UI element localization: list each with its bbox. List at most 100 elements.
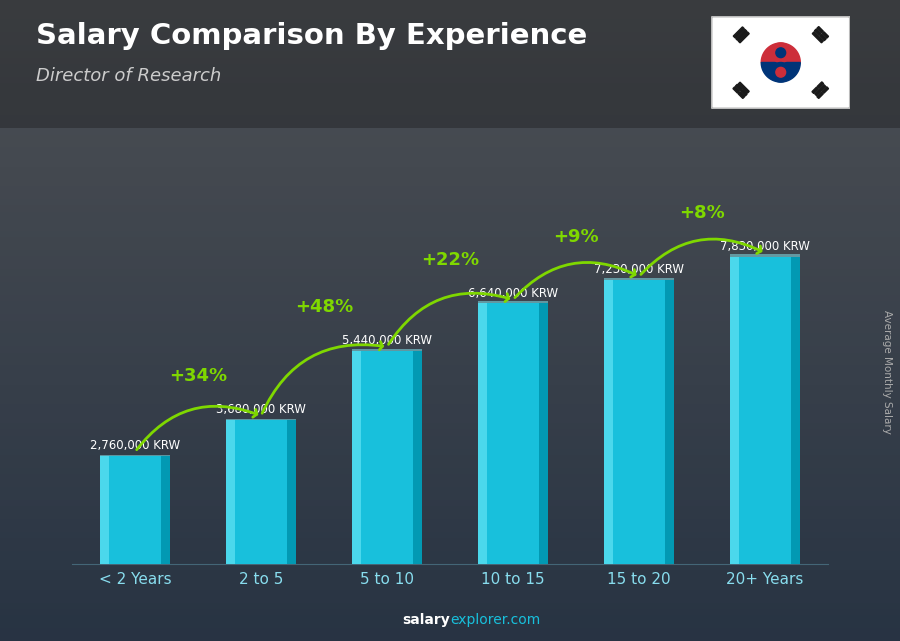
Bar	[0, 45, 900, 51]
Text: +48%: +48%	[295, 298, 353, 316]
Bar	[0, 404, 900, 410]
Bar	[0, 141, 900, 147]
Bar	[0, 231, 900, 237]
Bar	[0, 179, 900, 186]
Bar	[0, 436, 900, 442]
Bar	[0, 38, 900, 45]
Bar	[0, 410, 900, 417]
Bar	[0, 596, 900, 603]
Bar	[0, 147, 900, 154]
Bar	[0, 551, 900, 558]
Bar	[287, 420, 295, 564]
Polygon shape	[814, 29, 821, 35]
Bar	[0, 378, 900, 385]
Bar	[0, 462, 900, 468]
Polygon shape	[733, 87, 740, 93]
Text: +9%: +9%	[554, 228, 598, 246]
Bar	[101, 456, 169, 564]
Circle shape	[776, 67, 786, 77]
Bar	[0, 391, 900, 397]
Bar	[0, 628, 900, 635]
Polygon shape	[741, 90, 747, 96]
Bar	[0, 474, 900, 481]
Bar	[0, 558, 900, 564]
Bar	[0, 122, 900, 128]
Text: 3,680,000 KRW: 3,680,000 KRW	[216, 403, 306, 416]
Bar	[0, 564, 900, 570]
Polygon shape	[820, 34, 826, 40]
Polygon shape	[822, 32, 829, 38]
Bar	[730, 254, 799, 257]
Bar	[0, 609, 900, 615]
Bar	[0, 327, 900, 333]
Text: 7,230,000 KRW: 7,230,000 KRW	[594, 263, 684, 276]
Bar	[0, 455, 900, 462]
Bar	[161, 456, 169, 564]
Bar	[604, 280, 673, 564]
Polygon shape	[738, 92, 744, 99]
Bar	[604, 278, 673, 280]
Bar	[0, 346, 900, 353]
Text: 2,760,000 KRW: 2,760,000 KRW	[90, 439, 180, 452]
Polygon shape	[735, 29, 747, 40]
Text: Average Monthly Salary: Average Monthly Salary	[881, 310, 892, 434]
Bar	[0, 58, 900, 64]
Text: +22%: +22%	[421, 251, 479, 269]
Bar	[0, 32, 900, 38]
Polygon shape	[813, 32, 824, 43]
Bar	[0, 365, 900, 372]
Bar	[0, 77, 900, 83]
Bar	[0, 417, 900, 423]
Polygon shape	[817, 92, 824, 99]
Text: salary: salary	[402, 613, 450, 627]
Bar	[0, 423, 900, 429]
Bar	[0, 333, 900, 340]
Bar	[0, 359, 900, 365]
Bar	[604, 280, 613, 564]
Bar	[0, 269, 900, 276]
Text: Director of Research: Director of Research	[36, 67, 221, 85]
Bar	[226, 420, 235, 564]
Bar	[0, 71, 900, 77]
Bar	[0, 397, 900, 404]
Bar	[0, 449, 900, 455]
Bar	[0, 83, 900, 90]
Bar	[478, 301, 547, 303]
Bar	[791, 257, 799, 564]
Text: 6,640,000 KRW: 6,640,000 KRW	[468, 287, 558, 299]
Bar	[0, 590, 900, 596]
Bar	[0, 256, 900, 263]
Bar	[478, 303, 487, 564]
Bar	[0, 199, 900, 205]
Bar	[0, 96, 900, 103]
Bar	[0, 135, 900, 141]
Bar	[0, 244, 900, 250]
Bar	[0, 372, 900, 378]
Bar	[0, 494, 900, 500]
Bar	[0, 526, 900, 532]
Text: +34%: +34%	[169, 367, 227, 385]
Bar	[0, 622, 900, 628]
Bar	[0, 308, 900, 314]
Polygon shape	[822, 87, 829, 93]
Bar	[0, 301, 900, 308]
Polygon shape	[734, 27, 744, 38]
Bar	[0, 314, 900, 320]
Bar	[0, 115, 900, 122]
Text: 5,440,000 KRW: 5,440,000 KRW	[342, 334, 432, 347]
Bar	[101, 456, 109, 564]
Bar	[0, 26, 900, 32]
Bar	[665, 280, 673, 564]
Bar	[413, 351, 421, 564]
Bar	[0, 519, 900, 526]
Bar	[0, 90, 900, 96]
Bar	[0, 13, 900, 19]
Bar	[0, 173, 900, 179]
Bar	[0, 64, 900, 71]
Polygon shape	[761, 62, 800, 82]
Bar	[0, 51, 900, 58]
Bar	[0, 583, 900, 590]
Bar	[0, 237, 900, 244]
Bar	[0, 224, 900, 231]
Polygon shape	[738, 32, 749, 43]
